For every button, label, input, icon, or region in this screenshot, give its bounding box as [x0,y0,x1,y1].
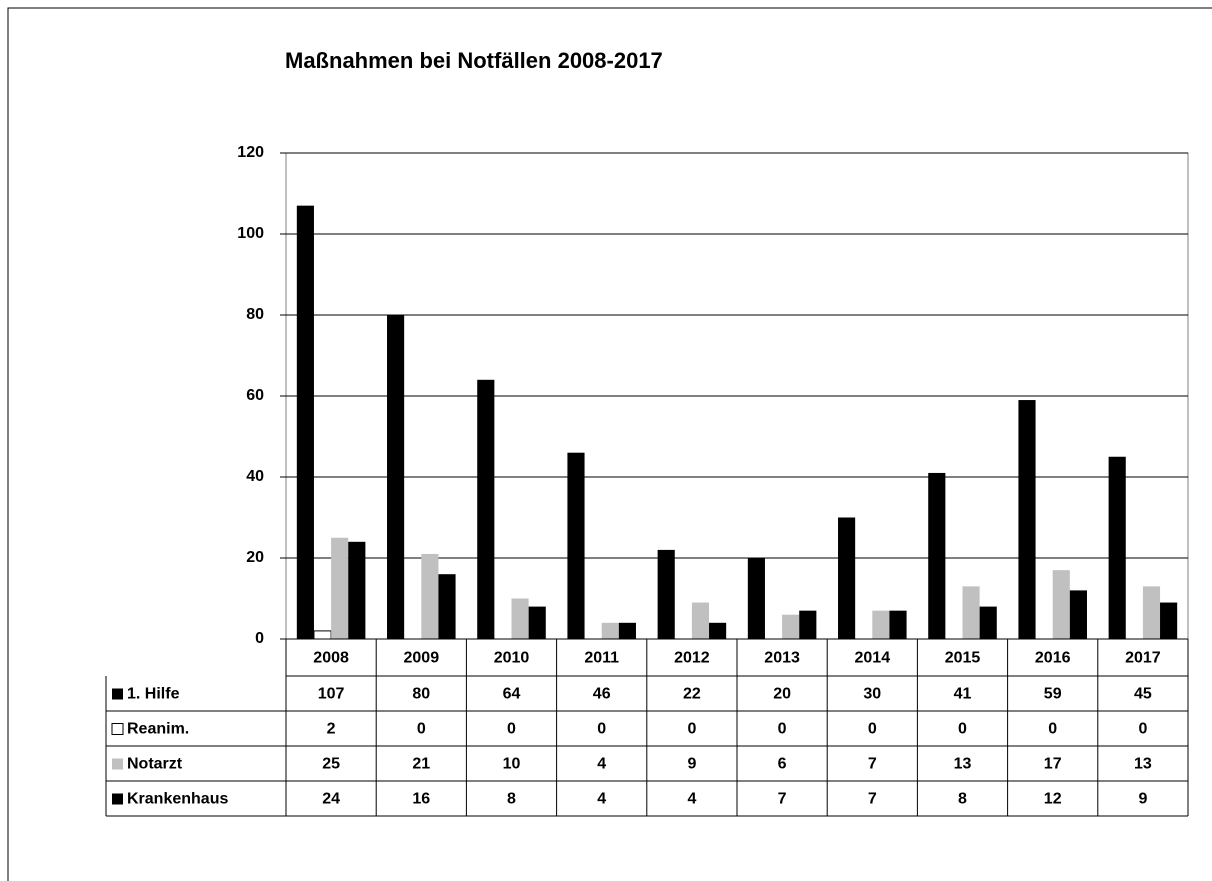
bar [387,315,405,639]
bar [691,602,710,639]
bar [1160,602,1178,639]
table-value: 13 [954,756,972,773]
x-tick-label: 2017 [1125,650,1161,667]
bar [872,610,890,639]
table-value: 45 [1134,686,1152,703]
bar [782,614,800,639]
table-value: 30 [863,686,881,703]
bar [979,606,997,639]
bar [1069,590,1087,639]
x-tick-label: 2013 [764,650,800,667]
y-tick-label: 40 [246,468,264,485]
bar [477,379,495,639]
x-tick-label: 2011 [584,650,619,667]
table-value: 24 [322,791,340,808]
table-value: 0 [1048,721,1057,738]
x-tick-label: 2012 [674,650,710,667]
table-value: 2 [327,721,336,738]
table-value: 9 [1138,791,1147,808]
bar [511,598,529,639]
bar [747,558,765,639]
table-value: 0 [868,721,877,738]
table-value: 4 [597,756,606,773]
bar [962,586,980,639]
bar [1108,456,1126,639]
table-value: 64 [503,686,521,703]
y-tick-label: 0 [255,630,264,647]
bar [799,610,817,639]
legend-label: 1. Hilfe [127,686,180,703]
bar [331,537,349,639]
y-tick-label: 120 [237,144,264,161]
x-tick-label: 2009 [404,650,440,667]
table-value: 22 [683,686,701,703]
table-value: 0 [1138,721,1147,738]
table-value: 21 [412,756,430,773]
chart-title: Maßnahmen bei Notfällen 2008-2017 [285,48,663,73]
x-tick-label: 2016 [1035,650,1071,667]
table-value: 0 [687,721,696,738]
table-value: 0 [778,721,787,738]
x-tick-label: 2010 [494,650,530,667]
table-value: 4 [687,791,696,808]
legend-label: Reanim. [127,721,189,738]
bar [1052,570,1070,639]
bar [296,205,314,639]
bar [928,472,946,639]
table-value: 9 [687,756,696,773]
y-tick-label: 60 [246,387,264,404]
table-value: 7 [868,756,877,773]
table-value: 8 [507,791,516,808]
bar [528,606,546,639]
table-value: 13 [1134,756,1152,773]
table-value: 10 [503,756,521,773]
table-value: 46 [593,686,611,703]
bar [838,517,856,639]
table-value: 0 [597,721,606,738]
y-tick-label: 100 [237,225,264,242]
bar [657,549,675,639]
table-value: 20 [773,686,791,703]
table-value: 4 [597,791,606,808]
y-tick-label: 20 [246,549,264,566]
table-value: 7 [868,791,877,808]
bar [1018,400,1036,639]
table-value: 16 [412,791,430,808]
x-tick-label: 2014 [855,650,891,667]
table-value: 0 [417,721,426,738]
table-value: 8 [958,791,967,808]
table-value: 12 [1044,791,1062,808]
table-value: 41 [954,686,972,703]
x-tick-label: 2008 [313,650,349,667]
bar [348,541,366,639]
bar [438,574,456,639]
bar [601,622,619,639]
legend-label: Krankenhaus [127,791,228,808]
table-value: 59 [1044,686,1062,703]
table-value: 107 [318,686,345,703]
legend-key [112,793,123,805]
legend-label: Notarzt [127,756,183,773]
chart-frame [7,7,1212,881]
bar [1142,586,1161,639]
table-value: 25 [322,756,340,773]
x-tick-label: 2015 [945,650,981,667]
bar [313,630,332,640]
bar [709,622,727,639]
legend-key [112,688,123,700]
table-value: 17 [1044,756,1062,773]
legend-key [112,758,123,770]
bar [618,622,636,639]
legend-key [111,723,124,735]
y-tick-label: 80 [246,306,264,323]
table-value: 0 [958,721,967,738]
table-value: 80 [412,686,430,703]
table-value: 6 [778,756,787,773]
bar [421,553,439,639]
table-value: 7 [778,791,787,808]
bar [889,610,907,639]
bar [567,452,585,639]
table-value: 0 [507,721,516,738]
